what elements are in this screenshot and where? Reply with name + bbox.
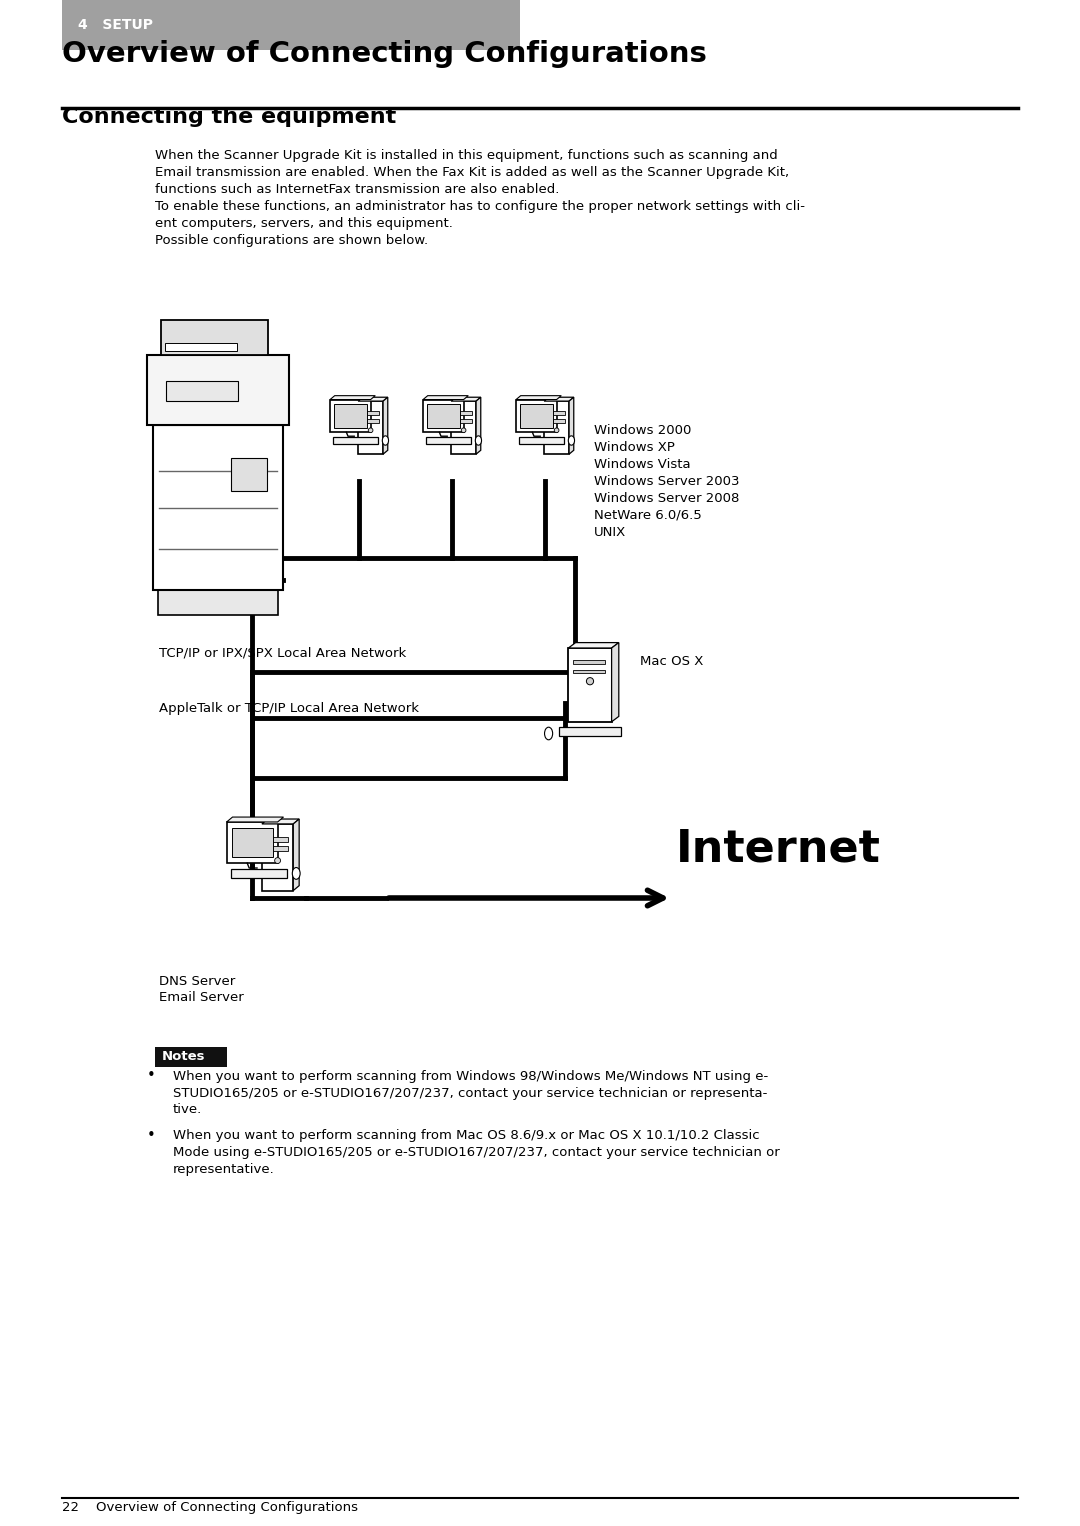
Bar — [519, 436, 565, 444]
Polygon shape — [294, 819, 299, 891]
Text: ent computers, servers, and this equipment.: ent computers, servers, and this equipme… — [156, 217, 453, 230]
Polygon shape — [359, 397, 388, 401]
Bar — [546, 418, 565, 423]
Text: Connecting the equipment: Connecting the equipment — [62, 107, 396, 127]
Ellipse shape — [568, 436, 575, 446]
Polygon shape — [227, 816, 283, 823]
Bar — [231, 458, 268, 491]
Bar — [334, 404, 367, 427]
Text: Email Server: Email Server — [159, 990, 244, 1004]
Ellipse shape — [382, 436, 389, 446]
Circle shape — [461, 427, 465, 433]
Polygon shape — [611, 642, 619, 722]
Text: When you want to perform scanning from Windows 98/Windows Me/Windows NT using e-: When you want to perform scanning from W… — [173, 1070, 768, 1083]
Circle shape — [586, 678, 594, 685]
Text: To enable these functions, an administrator has to configure the proper network : To enable these functions, an administra… — [156, 200, 805, 214]
Bar — [330, 400, 370, 432]
Bar — [546, 412, 565, 415]
Text: DNS Server: DNS Server — [159, 975, 235, 987]
Bar — [572, 670, 605, 673]
Text: AppleTalk or TCP/IP Local Area Network: AppleTalk or TCP/IP Local Area Network — [159, 702, 419, 716]
Polygon shape — [544, 397, 573, 401]
Text: representative.: representative. — [173, 1163, 274, 1175]
Text: Windows Server 2003: Windows Server 2003 — [594, 475, 740, 488]
Bar — [231, 827, 272, 858]
Text: 4   SETUP: 4 SETUP — [78, 18, 153, 32]
Polygon shape — [476, 397, 481, 455]
Bar — [147, 356, 289, 426]
Polygon shape — [383, 397, 388, 455]
Ellipse shape — [475, 436, 482, 446]
Text: Windows XP: Windows XP — [594, 441, 675, 455]
Polygon shape — [451, 397, 481, 401]
Polygon shape — [423, 395, 469, 400]
Circle shape — [274, 858, 281, 864]
Bar — [227, 823, 278, 864]
Text: Mac OS X: Mac OS X — [640, 655, 703, 668]
Text: Windows 2000: Windows 2000 — [594, 424, 691, 436]
Bar — [454, 418, 472, 423]
Bar — [166, 382, 238, 400]
Bar — [454, 412, 472, 415]
Bar — [153, 426, 283, 591]
Bar — [559, 728, 621, 736]
Bar — [161, 320, 268, 356]
Text: Possible configurations are shown below.: Possible configurations are shown below. — [156, 233, 428, 247]
Text: 22    Overview of Connecting Configurations: 22 Overview of Connecting Configurations — [62, 1502, 357, 1514]
Text: Windows Server 2008: Windows Server 2008 — [594, 491, 740, 505]
Bar — [572, 659, 605, 664]
Text: Internet: Internet — [676, 827, 881, 870]
Bar — [262, 824, 294, 891]
Bar — [427, 436, 471, 444]
Polygon shape — [330, 395, 375, 400]
Bar — [62, 0, 519, 50]
Bar — [333, 436, 378, 444]
Bar — [156, 1047, 227, 1067]
Bar — [230, 868, 287, 877]
Text: Email transmission are enabled. When the Fax Kit is added as well as the Scanner: Email transmission are enabled. When the… — [156, 166, 789, 179]
Bar — [158, 591, 278, 615]
Text: Overview of Connecting Configurations: Overview of Connecting Configurations — [62, 40, 707, 69]
Bar — [516, 400, 556, 432]
Text: tive.: tive. — [173, 1103, 202, 1116]
Bar — [265, 836, 288, 842]
Circle shape — [554, 427, 559, 433]
Bar — [359, 401, 383, 455]
Bar — [361, 412, 379, 415]
Polygon shape — [516, 395, 562, 400]
Text: Windows Vista: Windows Vista — [594, 458, 690, 472]
Bar — [544, 401, 569, 455]
Bar — [451, 401, 476, 455]
Ellipse shape — [544, 728, 553, 740]
Text: When you want to perform scanning from Mac OS 8.6/9.x or Mac OS X 10.1/10.2 Clas: When you want to perform scanning from M… — [173, 1129, 759, 1143]
Text: •: • — [147, 1128, 156, 1143]
Text: NetWare 6.0/6.5: NetWare 6.0/6.5 — [594, 510, 702, 522]
Ellipse shape — [293, 867, 300, 879]
Bar — [361, 418, 379, 423]
Text: •: • — [147, 1068, 156, 1083]
Text: STUDIO165/205 or e-STUDIO167/207/237, contact your service technician or represe: STUDIO165/205 or e-STUDIO167/207/237, co… — [173, 1087, 768, 1100]
Text: functions such as InternetFax transmission are also enabled.: functions such as InternetFax transmissi… — [156, 183, 559, 195]
Bar — [165, 343, 237, 351]
Bar — [568, 649, 611, 722]
Bar — [427, 404, 460, 427]
Bar — [519, 404, 553, 427]
Circle shape — [368, 427, 373, 433]
Text: Notes: Notes — [162, 1050, 205, 1064]
Text: UNIX: UNIX — [594, 526, 626, 539]
Bar — [423, 400, 463, 432]
Polygon shape — [568, 642, 619, 649]
Polygon shape — [262, 819, 299, 824]
Polygon shape — [569, 397, 573, 455]
Text: When the Scanner Upgrade Kit is installed in this equipment, functions such as s: When the Scanner Upgrade Kit is installe… — [156, 150, 778, 162]
Text: Mode using e-STUDIO165/205 or e-STUDIO167/207/237, contact your service technici: Mode using e-STUDIO165/205 or e-STUDIO16… — [173, 1146, 780, 1160]
Bar — [265, 847, 288, 852]
Text: TCP/IP or IPX/SPX Local Area Network: TCP/IP or IPX/SPX Local Area Network — [159, 647, 406, 661]
